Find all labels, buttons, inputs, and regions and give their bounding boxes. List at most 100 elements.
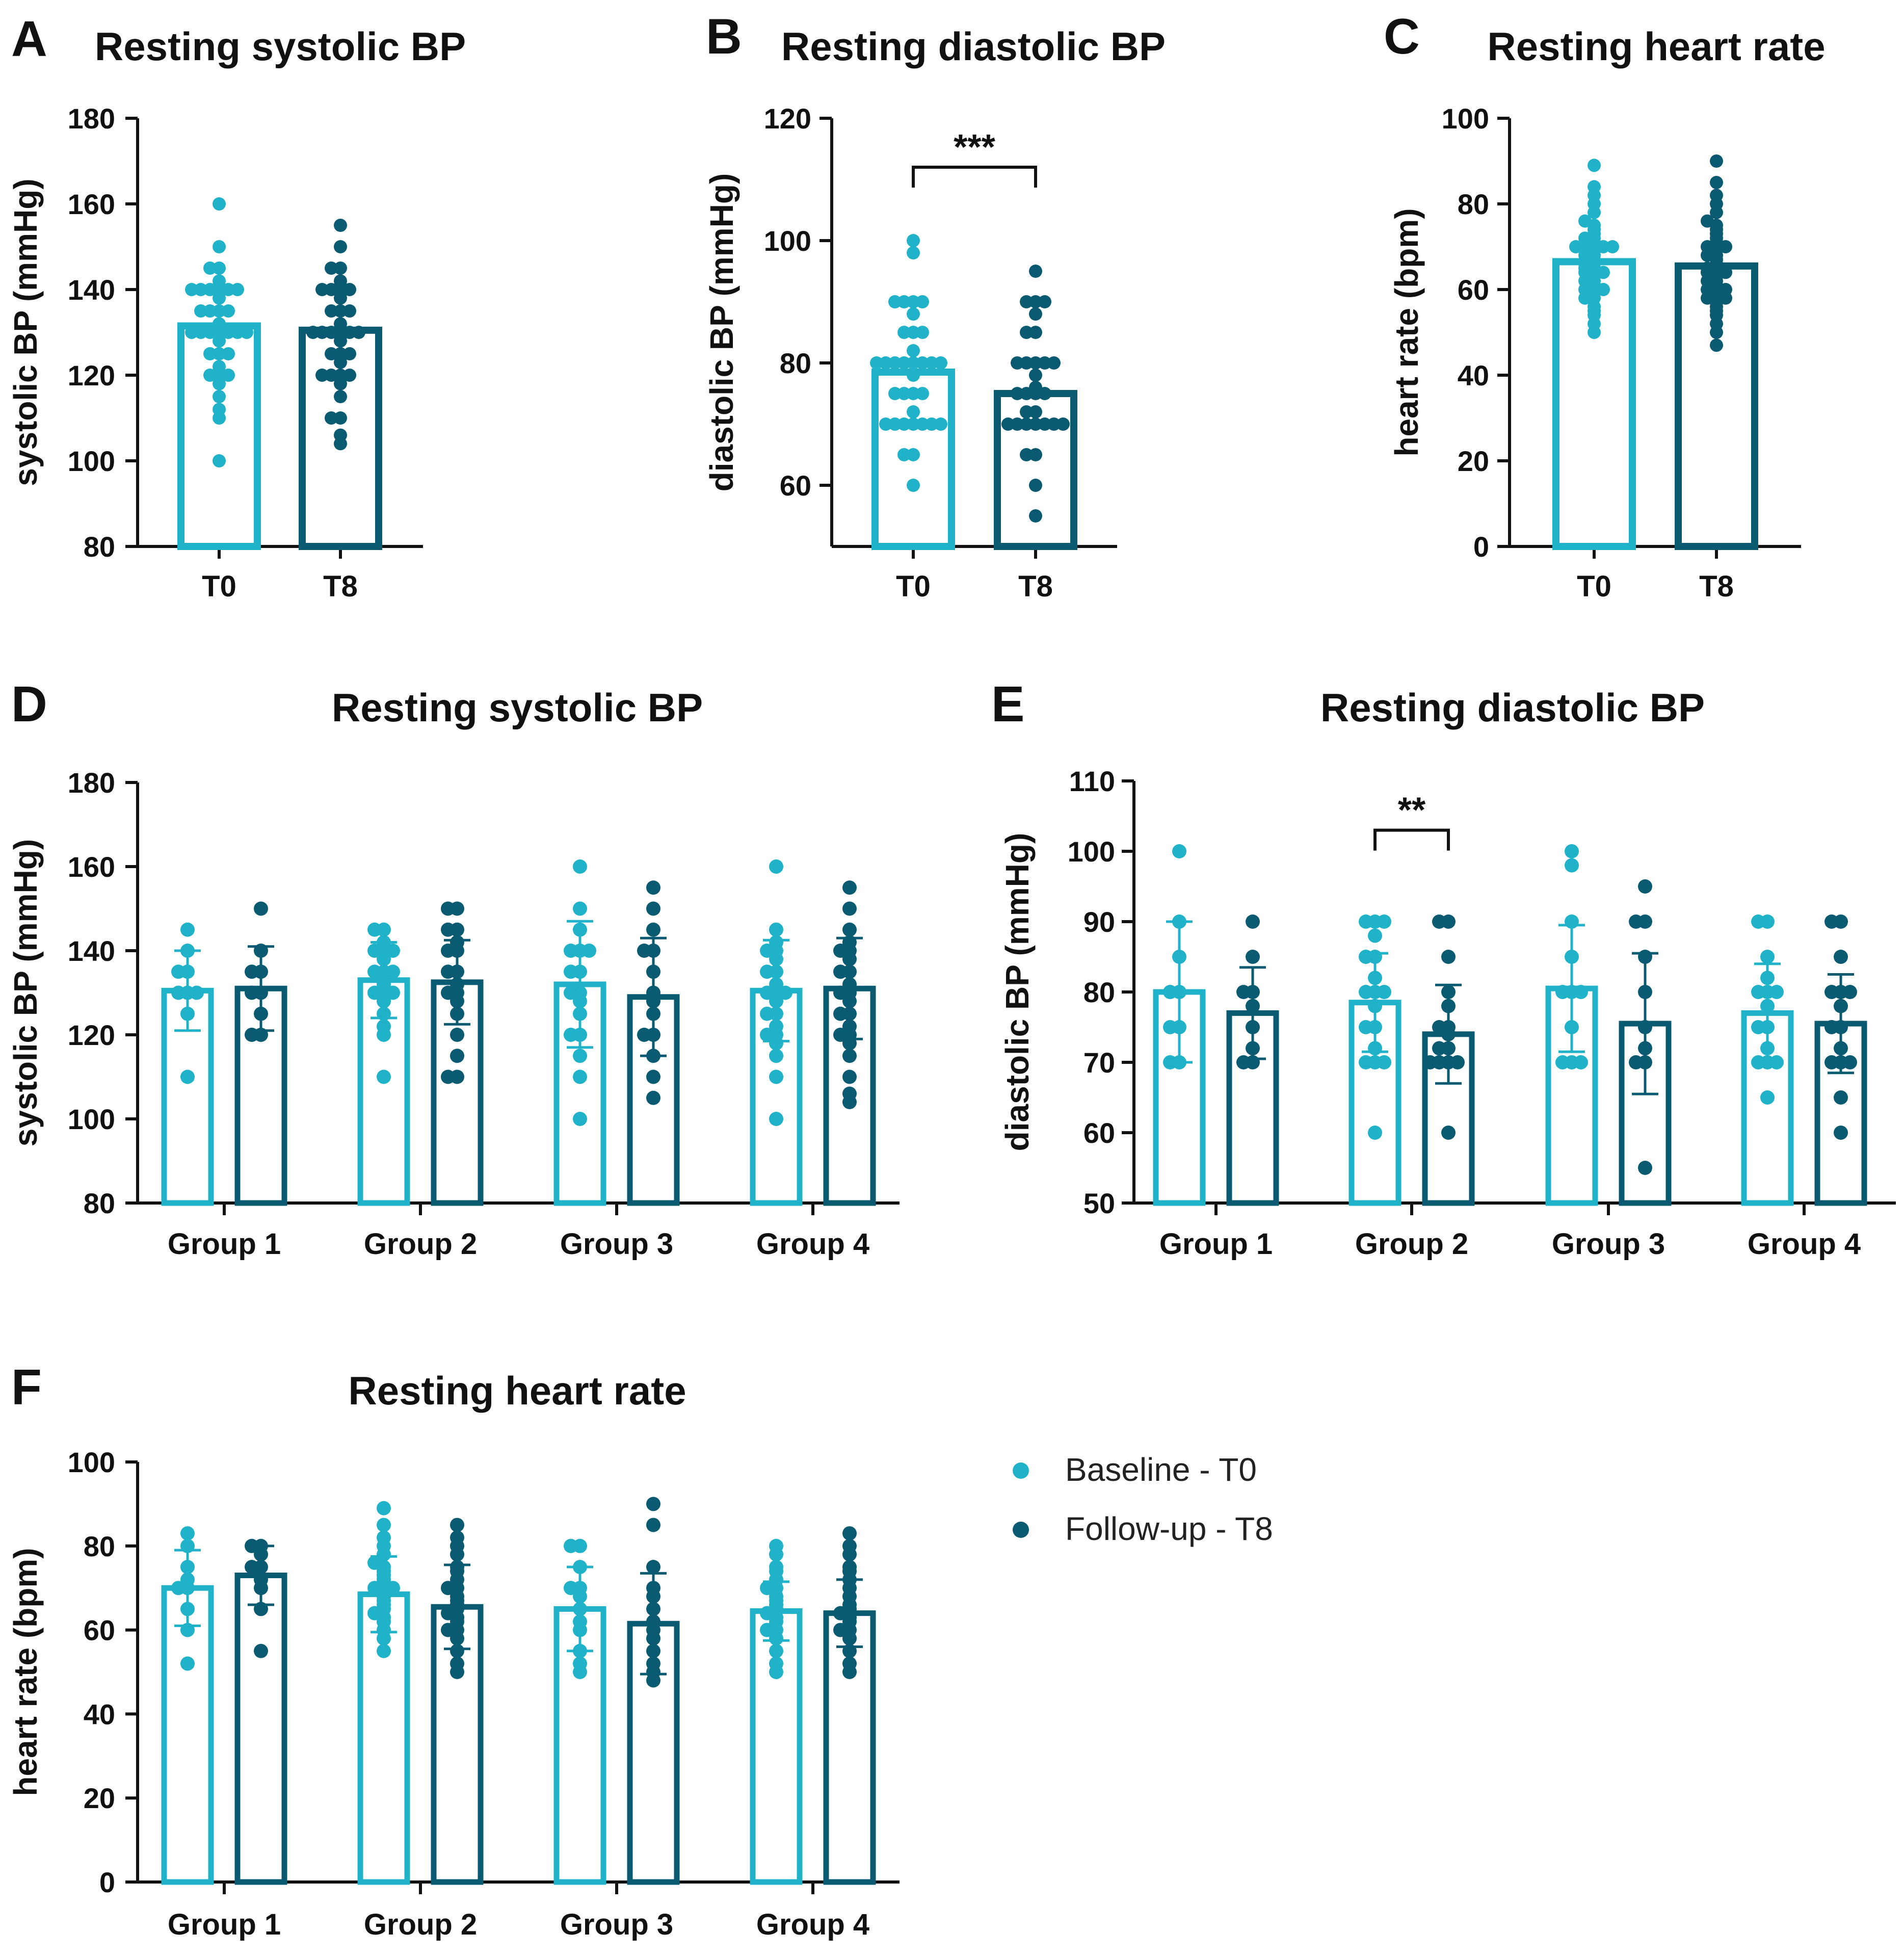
data-point [1011,387,1024,400]
data-point [1638,879,1652,894]
data-point [1565,858,1579,873]
data-point [343,326,356,339]
data-point [1163,1020,1177,1034]
x-tick-label: T8 [1018,570,1053,603]
panel-letter: D [11,676,47,732]
data-point [897,448,911,461]
data-point [450,1518,464,1532]
data-point [1843,1055,1857,1069]
data-point [1047,356,1061,370]
y-tick-label: 100 [68,445,115,477]
data-point [441,944,455,958]
data-point [1020,405,1033,419]
data-point [180,922,195,937]
data-point [1565,844,1579,858]
data-point [334,240,347,253]
data-point [1574,1055,1588,1069]
data-point [1606,240,1619,253]
data-point [769,1560,783,1574]
data-point [325,283,338,296]
data-point [833,985,848,1000]
legend-marker [1013,1522,1029,1538]
data-point [1038,356,1051,370]
data-point [450,1656,464,1671]
data-point [367,944,382,958]
panel-e: E Resting diastolic BP diastolic BP (mmHg)… [991,676,1896,1261]
data-point [916,356,929,370]
data-point [564,964,578,979]
data-point [245,964,259,979]
data-point [1029,295,1042,308]
data-point [1834,950,1848,964]
legend: Baseline - T0 Follow-up - T8 [1013,1451,1273,1547]
y-axis-title: systolic BP (mmHg) [7,839,44,1146]
data-point [231,326,244,339]
data-point [573,1656,587,1671]
data-point [1555,1055,1570,1069]
data-point [213,454,226,467]
data-point [377,1501,391,1515]
panel-title: Resting systolic BP [332,685,703,730]
x-tick-label: Group 2 [1355,1227,1468,1261]
data-point [646,901,660,916]
data-point [1029,479,1042,492]
y-axis-title: heart rate (bpm) [7,1548,44,1796]
data-point [213,240,226,253]
significance-bracket [1373,828,1450,851]
data-point [564,944,578,958]
data-point [213,197,226,211]
data-point [1056,417,1070,431]
data-point [450,1049,464,1063]
data-point [386,964,400,979]
data-point [325,369,338,382]
data-point [760,1581,774,1596]
data-point [1834,1126,1848,1140]
panel-title: Resting systolic BP [95,24,466,69]
data-point [334,304,347,318]
data-point [573,859,587,874]
data-point [888,356,902,370]
data-point [1824,1020,1839,1034]
y-tick-label: 180 [68,102,115,135]
data-point [925,417,938,431]
data-point [450,1028,464,1042]
data-point [1029,405,1042,419]
data-point [1751,914,1765,929]
data-point [231,283,244,296]
data-point [1038,417,1051,431]
data-point [934,356,947,370]
y-axis-title: systolic BP (mmHg) [7,178,44,486]
data-point [897,417,911,431]
data-point [185,283,198,296]
y-tick-label: 60 [780,469,811,502]
data-point [842,922,857,937]
data-point [907,417,920,431]
data-point [1359,985,1373,999]
data-point [1020,356,1033,370]
data-point [907,369,920,382]
data-point [573,1069,587,1084]
data-point [334,411,347,425]
x-tick-label: T8 [323,570,358,603]
data-point [1769,985,1784,999]
data-point [171,985,186,1000]
data-point [1359,914,1373,929]
data-point [907,234,920,247]
y-tick-label: 120 [764,102,811,135]
data-point [769,859,783,874]
data-point [203,262,217,275]
x-tick-label: Group 4 [756,1908,869,1941]
data-point [564,1028,578,1042]
data-point [190,985,204,1000]
data-point [769,922,783,937]
panel-title: Resting diastolic BP [781,24,1166,69]
significance-bracket [912,166,1037,188]
data-point [334,262,347,275]
data-point [315,369,329,382]
data-point [760,944,774,958]
data-point [769,1049,783,1063]
data-point [1038,295,1051,308]
data-point [171,1581,186,1596]
data-point [907,326,920,339]
data-point [1029,356,1042,370]
